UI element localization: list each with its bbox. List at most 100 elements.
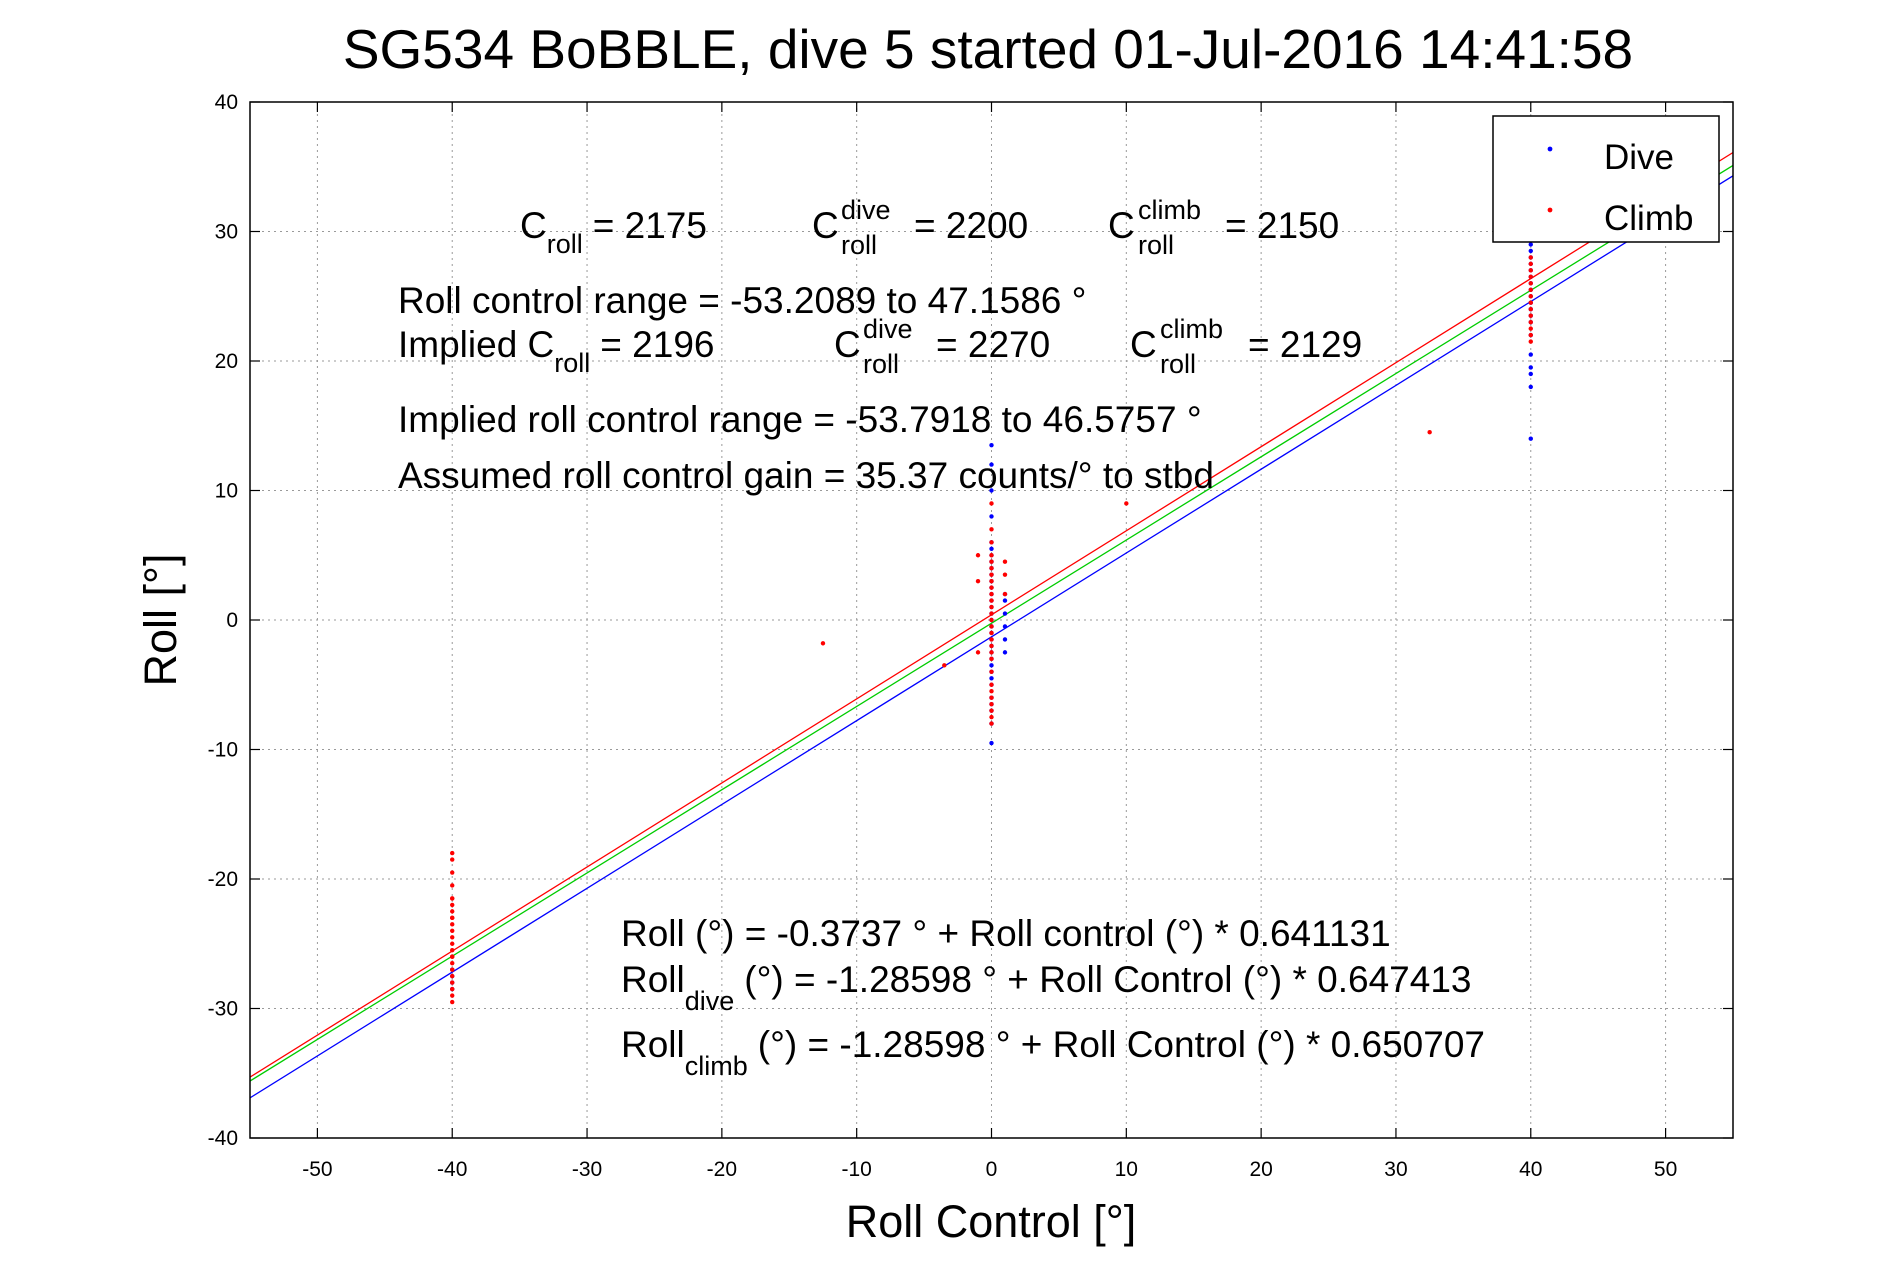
climb-point (989, 591, 994, 597)
climb-point (989, 585, 994, 590)
y-tick-label: -40 (208, 1127, 238, 1150)
croll-climb-value: = 2150 (1225, 205, 1339, 246)
y-tick-label: 10 (215, 480, 238, 503)
dive-point (989, 514, 994, 519)
dive-point (1528, 242, 1533, 247)
implied-croll-climb-sub: roll (1160, 349, 1196, 379)
climb-point (450, 922, 455, 927)
fit-line-4 (250, 175, 1733, 1099)
climb-point (1528, 255, 1533, 260)
climb-point (989, 630, 994, 636)
climb-point (450, 850, 455, 856)
climb-point (989, 682, 994, 687)
climb-point (989, 501, 994, 506)
climb-point (1528, 332, 1533, 338)
climb-point (450, 954, 455, 959)
implied-croll-climb-base: C (1130, 324, 1157, 365)
climb-point (989, 540, 994, 545)
y-tick-label: -30 (208, 998, 238, 1021)
climb-point (450, 948, 455, 953)
climb-point (450, 941, 455, 946)
y-tick-label: 30 (215, 221, 238, 244)
legend-marker-dive (1547, 146, 1553, 152)
legend-box (1492, 115, 1720, 243)
dive-point (989, 462, 994, 467)
croll-dive-value: = 2200 (914, 205, 1028, 246)
climb-point (989, 553, 994, 558)
croll-climb-sub: roll (1138, 230, 1174, 260)
legend-label-climb: Climb (1604, 199, 1693, 238)
climb-point (450, 967, 455, 972)
dive-point (989, 546, 994, 551)
x-tick-label: -20 (707, 1158, 737, 1181)
dive-point (989, 663, 994, 668)
x-tick-label: -30 (572, 1158, 602, 1181)
croll-dive-base: C (812, 205, 839, 246)
implied-croll-dive-sup: dive (863, 314, 913, 344)
climb-point (1528, 313, 1533, 318)
x-tick-label: -10 (842, 1158, 872, 1181)
dive-point (1528, 248, 1533, 254)
climb-point (1124, 501, 1129, 506)
x-tick-label: 20 (1249, 1158, 1272, 1181)
climb-point (989, 527, 994, 532)
implied-croll-annotation: Implied Croll = 2196 (398, 324, 715, 378)
climb-point (989, 566, 994, 571)
y-tick-label: 20 (215, 350, 238, 373)
climb-point (1528, 287, 1533, 292)
climb-point (989, 611, 994, 616)
climb-point (1427, 430, 1432, 435)
dive-point (989, 740, 994, 746)
climb-point (989, 701, 994, 707)
fit-equation: Roll (°) = -0.3737 ° + Roll control (°) … (621, 913, 1391, 954)
gain-text: Assumed roll control gain = 35.37 counts… (398, 455, 1214, 496)
climb-point (989, 689, 994, 694)
climb-point (450, 980, 455, 985)
climb-point (1528, 307, 1533, 312)
climb-point (942, 663, 947, 668)
plot-frame (249, 101, 1734, 1139)
dive-point (989, 488, 994, 493)
climb-point (450, 896, 455, 901)
climb-point (1528, 261, 1533, 267)
dive-point (1528, 371, 1533, 377)
implied-croll-climb-annotation: C climb roll = 2129 (1130, 314, 1362, 379)
axis-ticks: -50 -40 -30 -20 -10 0 10 20 30 40 50 -40 -30 -20 -10 0 1… (208, 91, 1733, 1181)
croll-text: Croll = 2175 (520, 205, 707, 259)
climb-point (450, 973, 455, 979)
climb-point (975, 553, 981, 558)
climb-point (1528, 326, 1533, 331)
legend-label-dive: Dive (1604, 138, 1674, 177)
climb-point (450, 902, 455, 908)
croll-climb-sup: climb (1138, 195, 1201, 225)
climb-point (820, 641, 826, 646)
x-tick-label: 0 (986, 1158, 998, 1181)
climb-point (1002, 572, 1008, 577)
implied-range-text: Implied roll control range = -53.7918 to… (398, 399, 1202, 440)
implied-croll-climb-sup: climb (1160, 314, 1223, 344)
climb-point (450, 993, 455, 998)
climb-point (975, 578, 981, 584)
x-tick-label: 50 (1654, 1158, 1677, 1181)
dive-point (1002, 624, 1008, 629)
dive-point (989, 676, 994, 681)
fit-climb-equation: Rollclimb(°) = -1.28598 ° + Roll Control… (621, 1024, 1485, 1081)
climb-point (1528, 268, 1533, 273)
y-tick-label: -20 (208, 868, 238, 891)
climb-point (989, 708, 994, 713)
climb-point (989, 578, 994, 584)
chart-title: SG534 BoBBLE, dive 5 started 01-Jul-2016… (343, 18, 1633, 80)
implied-croll-dive-sub: roll (863, 349, 899, 379)
implied-croll-climb-value: = 2129 (1248, 324, 1362, 365)
climb-point (989, 624, 994, 629)
dive-point (1002, 598, 1008, 603)
x-tick-label: -40 (437, 1158, 467, 1181)
dive-point (989, 442, 994, 448)
climb-point (989, 559, 994, 564)
x-tick-label: 30 (1384, 1158, 1407, 1181)
croll-dive-sub: roll (841, 230, 877, 260)
climb-point (989, 695, 994, 700)
climb-point (1528, 281, 1533, 286)
dive-point (1002, 650, 1008, 655)
